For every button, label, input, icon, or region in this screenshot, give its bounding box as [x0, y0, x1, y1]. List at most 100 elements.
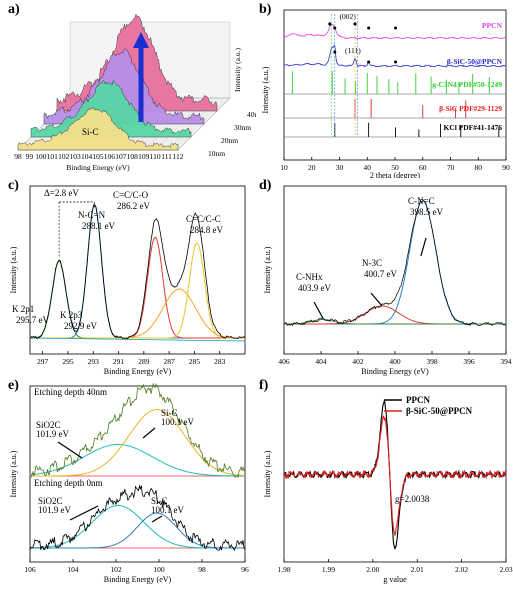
x-axis-label: Binding Energy (eV) — [104, 367, 172, 376]
fit-peak — [30, 512, 245, 549]
label-arrow — [69, 505, 99, 521]
chart-b: 10 20 30 40 50 60 70 80 90 2 theta (degree) Intens… — [261, 9, 510, 178]
x-tick-label: 108 — [127, 152, 139, 161]
label-arrow — [370, 292, 383, 307]
peak-label: C-N=C — [408, 196, 435, 206]
x-tick-label: 105 — [92, 152, 104, 161]
x-tick-label: 291 — [113, 357, 125, 366]
fit-peak — [29, 444, 245, 477]
panel-e-label: e) — [8, 378, 19, 393]
depth-label: 30nm — [234, 123, 251, 132]
baseline — [29, 337, 246, 342]
legend-label: PPCN — [406, 395, 430, 405]
x-tick-label: 60 — [419, 163, 427, 172]
x-tick-label: 289 — [138, 357, 150, 366]
fit-peak — [30, 505, 245, 549]
delta-annotation: Δ=2.8 eV — [44, 188, 79, 198]
dot-marker — [367, 26, 371, 30]
peak-value: 295.7 eV — [16, 315, 49, 325]
plot-frame — [29, 185, 246, 355]
chart-c: 297 295 293 291 289 287 285 283 Binding Energy (… — [9, 185, 246, 376]
peak-value: 284.8 eV — [190, 225, 223, 235]
peak-label: Si-C — [161, 408, 178, 418]
x-tick-label: 396 — [463, 357, 475, 366]
x-tick-label: 106 — [104, 152, 116, 161]
y-axis-label: Intensity (a.u.) — [9, 246, 18, 293]
fit-peak — [30, 242, 245, 339]
series-line — [283, 23, 507, 40]
dot-marker — [394, 26, 398, 30]
annotation-si-c: Si-C — [82, 127, 99, 137]
diamond-marker — [353, 22, 358, 26]
peak-label: Si-C — [151, 496, 168, 506]
x-tick-label: 70 — [447, 163, 455, 172]
x-tick-label: 400 — [389, 357, 401, 366]
dot-marker — [367, 60, 371, 64]
series-name: PPCN — [482, 21, 503, 30]
fit-peak — [30, 409, 245, 477]
g-value-annotation: g=2.0038 — [395, 494, 430, 504]
x-tick-label: 2.00 — [366, 565, 379, 574]
x-tick-label: 2.02 — [455, 565, 468, 574]
plot-frame — [283, 385, 507, 563]
panel-f-label: f) — [259, 378, 269, 393]
peak-label: SiO2C — [36, 420, 61, 430]
peak-label: N-3C — [362, 258, 382, 268]
x-tick-label: 402 — [352, 357, 364, 366]
series-layer-20nm — [30, 79, 192, 138]
y-axis-label: Intensity (a.u.) — [9, 450, 18, 497]
peak-label: SiO2C — [38, 496, 63, 506]
x-tick-label: 406 — [278, 357, 290, 366]
y-axis-label: Intensity (a.u.) — [261, 66, 270, 113]
x-tick-label: 104 — [67, 565, 79, 574]
x-axis-label: Binding Energy (eV) — [361, 367, 429, 376]
x-tick-label: 283 — [214, 357, 226, 366]
x-tick-label: 20 — [308, 163, 316, 172]
plot-frame — [29, 385, 246, 563]
x-tick-label: 285 — [189, 357, 201, 366]
diamond-marker — [327, 22, 332, 26]
x-tick-label: 398 — [426, 357, 438, 366]
series-name: β-SiC-50@PPCN — [447, 57, 503, 66]
trend-arrow-head — [133, 32, 149, 48]
peak-label: C=C/C-C — [186, 214, 221, 224]
label-arrow — [420, 237, 427, 257]
x-tick-label: 100 — [153, 565, 165, 574]
peak-value: 292.9 eV — [64, 321, 97, 331]
x-tick-label: 99 — [26, 152, 34, 161]
peak-value: 286.2 eV — [117, 201, 150, 211]
peak-value: 398.5 eV — [410, 207, 443, 217]
raw-envelope — [284, 198, 507, 327]
raw-envelope — [29, 484, 246, 552]
peak-value: 100.1 eV — [161, 417, 194, 427]
y-axis-label: Intensity (a.u.) — [233, 48, 242, 92]
fit-peak — [284, 200, 506, 325]
legend-label: β-SiC-50@PPCN — [406, 406, 473, 416]
series-line — [283, 43, 507, 68]
series-line — [283, 415, 507, 537]
x-tick-label: 1.98 — [277, 565, 290, 574]
label-arrow — [142, 427, 156, 439]
reference-label: β-SiC PDF#29-1129 — [439, 104, 502, 113]
x-tick-label: 2.03 — [499, 565, 512, 574]
peak-label-002: (002) — [340, 12, 357, 21]
peak-value: 101.9 eV — [38, 505, 71, 515]
chart-a: 40nm30nm20nm10nm989910010110210310410510… — [14, 13, 256, 172]
x-tick-label: 295 — [62, 357, 74, 366]
chart-e: 106 104 102 100 98 96 Binding Energy (eV) Inten… — [9, 382, 249, 584]
peak-label: N-C=N — [78, 210, 106, 220]
x-tick-label: 50 — [391, 163, 399, 172]
y-axis-label: Intensity (a.u.) — [263, 450, 272, 497]
series-line — [283, 399, 507, 550]
peak-label: C=C/C-O — [113, 190, 149, 200]
peak-value: 101.9 eV — [36, 429, 69, 439]
x-tick-label: 80 — [475, 163, 483, 172]
x-tick-label: 394 — [500, 357, 512, 366]
peak-label: K 2p3 — [60, 310, 83, 320]
x-tick-label: 90 — [502, 163, 510, 172]
x-tick-label: 110 — [150, 152, 161, 161]
depth-label: 20nm — [221, 136, 238, 145]
x-tick-label: 102 — [58, 152, 70, 161]
x-tick-label: 100 — [35, 152, 47, 161]
x-tick-label: 40 — [364, 163, 372, 172]
